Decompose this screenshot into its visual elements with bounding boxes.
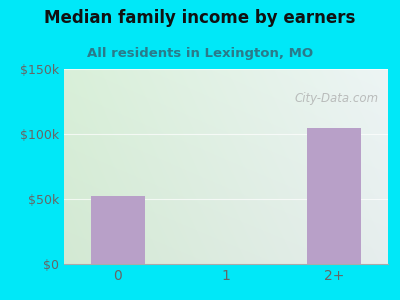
Bar bbox=[91, 196, 145, 264]
Text: City-Data.com: City-Data.com bbox=[294, 92, 378, 105]
Text: Median family income by earners: Median family income by earners bbox=[44, 9, 356, 27]
Bar bbox=[307, 128, 361, 264]
Text: All residents in Lexington, MO: All residents in Lexington, MO bbox=[87, 46, 313, 59]
